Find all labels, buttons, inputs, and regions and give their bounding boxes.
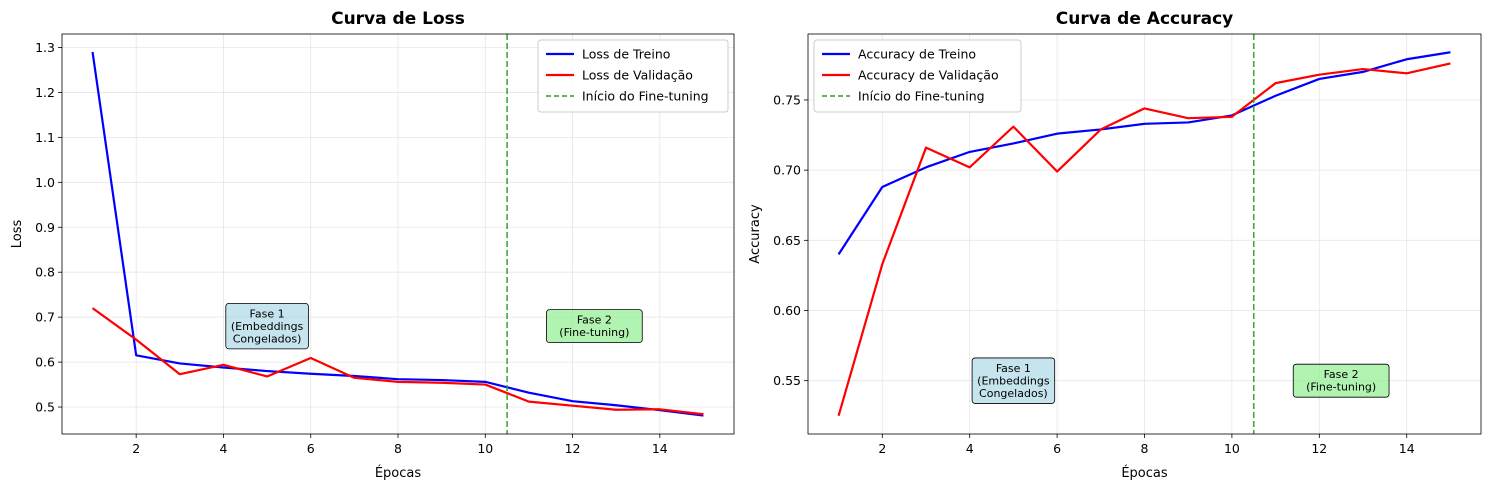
series-line-treino [837, 51, 1451, 255]
y-tick-label: 1.1 [35, 130, 55, 145]
x-tick-label: 8 [394, 441, 402, 456]
y-tick-label: 0.7 [35, 310, 55, 325]
x-axis-label: Épocas [375, 465, 422, 481]
y-tick-label: 1.3 [35, 40, 55, 55]
y-tick-label: 1.0 [35, 175, 55, 190]
x-tick-label: 12 [565, 441, 581, 456]
legend: Accuracy de Treino Accuracy de Validação I… [813, 39, 1022, 113]
x-tick-label: 4 [219, 441, 227, 456]
y-axis-label: Loss [10, 220, 25, 249]
phase-annotation-box [225, 302, 309, 350]
loss-chart: 2 4 6 8 10 12 14 0.5 0.6 0.7 0.8 0.9 1.0 1.1 1.2 1.3 Fas… [10, 9, 735, 481]
y-tick-label: 0.5 [35, 400, 55, 415]
y-tick-label: 1.2 [35, 85, 55, 100]
x-tick-label: 10 [1224, 441, 1240, 456]
y-tick-label: 0.9 [35, 220, 55, 235]
y-tick-label: 0.8 [35, 265, 55, 280]
y-tick-label: 0.60 [773, 303, 801, 318]
series-line-validacao [91, 307, 704, 416]
phase-annotation-text: Fase 2 (Fine-tuning) [1306, 368, 1376, 394]
phase-annotation-text: Fase 1 (Embeddings Congelados) [977, 362, 1050, 400]
phase-annotation-text: Fase 1 (Embeddings Congelados) [231, 307, 304, 345]
y-tick-label: 0.65 [773, 233, 801, 248]
x-tick-label: 14 [1399, 441, 1415, 456]
legend: Loss de Treino Loss de Validação Início do… [537, 39, 729, 113]
legend-box [537, 39, 729, 113]
legend-entry-label: Início do Fine-tuning [858, 89, 985, 104]
y-tick-label: 0.6 [35, 355, 55, 370]
x-tick-label: 2 [878, 441, 886, 456]
legend-entry-label: Loss de Treino [582, 47, 670, 62]
axes-frame [807, 33, 1482, 435]
x-tick-label: 12 [1311, 441, 1327, 456]
accuracy-chart: 2 4 6 8 10 12 14 0.55 0.60 0.65 0.70 0.75 Fase 1 (Emb… [748, 9, 1482, 481]
axes-frame [61, 33, 735, 435]
x-tick-label: 14 [652, 441, 668, 456]
chart-title: Curva de Loss [331, 9, 465, 29]
legend-entry-label: Início do Fine-tuning [582, 89, 709, 104]
x-tick-label: 2 [132, 441, 140, 456]
y-tick-label: 0.55 [773, 373, 801, 388]
series-line-treino [91, 51, 704, 417]
legend-entry-label: Accuracy de Treino [858, 47, 976, 62]
phase-annotation-box [1292, 363, 1390, 398]
x-tick-label: 4 [966, 441, 974, 456]
y-axis-label: Accuracy [748, 204, 763, 264]
legend-entry-label: Accuracy de Validação [858, 68, 999, 83]
x-tick-label: 6 [307, 441, 315, 456]
phase-annotation-box [971, 357, 1056, 404]
y-tick-label: 0.70 [773, 163, 801, 178]
x-axis-label: Épocas [1121, 465, 1168, 481]
legend-entry-label: Loss de Validação [582, 68, 693, 83]
x-tick-label: 6 [1053, 441, 1061, 456]
chart-title: Curva de Accuracy [1056, 9, 1233, 29]
phase-annotation-text: Fase 2 (Fine-tuning) [559, 314, 629, 340]
x-tick-label: 10 [477, 441, 493, 456]
legend-box [813, 39, 1022, 113]
y-tick-label: 0.75 [773, 92, 801, 107]
phase-annotation-box [546, 309, 643, 344]
series-line-validacao [837, 62, 1451, 417]
x-tick-label: 8 [1141, 441, 1149, 456]
